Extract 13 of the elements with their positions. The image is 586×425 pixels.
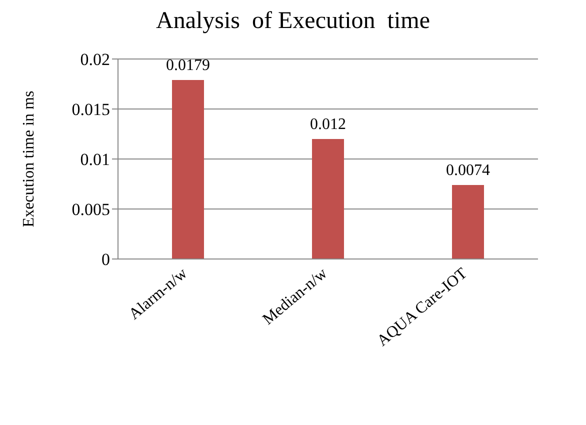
- data-label: 0.0074: [446, 162, 490, 179]
- bar: [172, 80, 204, 259]
- y-tick-label: 0.005: [72, 200, 110, 220]
- y-tick-label: 0.015: [72, 100, 110, 120]
- chart-title: Analysis of Execution time: [155, 8, 431, 35]
- bar: [452, 185, 484, 259]
- y-tick-label: 0: [102, 250, 110, 270]
- data-label: 0.012: [310, 116, 346, 133]
- y-tick-label: 0.02: [80, 50, 110, 70]
- data-label: 0.0179: [166, 57, 210, 74]
- y-axis-title: Execution time in ms: [20, 90, 38, 228]
- bar: [312, 139, 344, 259]
- y-tick-label: 0.01: [80, 150, 110, 170]
